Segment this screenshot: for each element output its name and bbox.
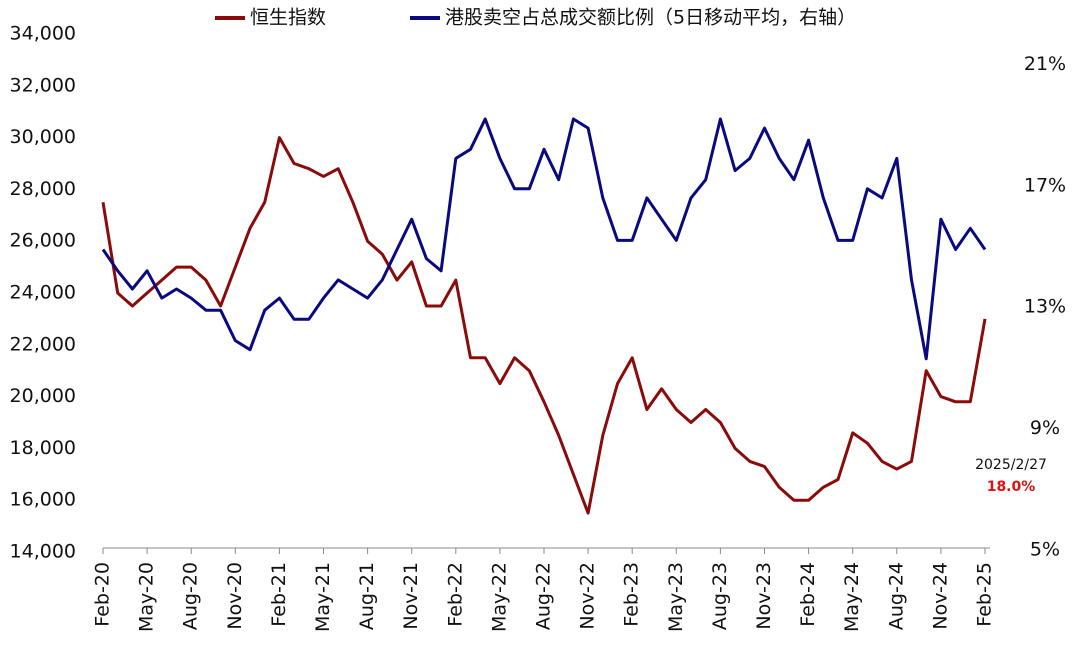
x-tick-label: May-23: [665, 562, 687, 632]
y2-tick-label: 21%: [1024, 53, 1066, 75]
y-tick-label: 32,000: [10, 74, 76, 96]
x-tick-label: May-24: [841, 562, 863, 632]
x-tick-label: Nov-20: [224, 562, 246, 630]
series-line: [101, 136, 987, 515]
y-tick-label: 34,000: [10, 23, 76, 45]
x-tick-label: Feb-23: [621, 562, 643, 627]
legend-label: 恒生指数: [250, 7, 326, 29]
x-tick-label: Feb-22: [444, 562, 466, 627]
x-tick-label: May-20: [136, 562, 158, 632]
y2-tick-label: 13%: [1024, 296, 1066, 318]
y-tick-label: 30,000: [10, 126, 76, 148]
legend-label: 港股卖空占总成交额比例（5日移动平均，右轴）: [445, 7, 856, 29]
x-tick-label: Aug-21: [356, 562, 378, 630]
y-tick-label: 18,000: [10, 437, 76, 459]
y2-tick-label: 17%: [1024, 174, 1066, 196]
x-tick-label: May-22: [488, 562, 510, 632]
x-tick-label: Feb-21: [268, 562, 290, 627]
x-tick-label: Nov-23: [753, 562, 775, 630]
annotation-date: 2025/2/27: [975, 457, 1047, 473]
y-tick-label: 26,000: [10, 230, 76, 252]
x-tick-label: Nov-21: [400, 562, 422, 630]
x-tick-label: Feb-25: [974, 562, 996, 627]
x-tick-label: Nov-22: [577, 562, 599, 630]
x-tick-label: May-21: [312, 562, 334, 632]
x-tick-label: Nov-24: [929, 562, 951, 630]
x-tick-label: Aug-23: [709, 562, 731, 630]
y-tick-label: 20,000: [10, 385, 76, 407]
annotation-value: 18.0%: [987, 479, 1036, 495]
y2-tick-label: 5%: [1030, 539, 1060, 561]
y-tick-label: 28,000: [10, 178, 76, 200]
x-tick-label: Aug-22: [533, 562, 555, 630]
series-line: [101, 117, 987, 361]
y-tick-label: 16,000: [10, 489, 76, 511]
x-tick-label: Feb-20: [92, 562, 114, 627]
y-tick-label: 24,000: [10, 282, 76, 304]
y-tick-label: 22,000: [10, 333, 76, 355]
y-tick-label: 14,000: [10, 541, 76, 563]
y2-tick-label: 9%: [1030, 417, 1060, 439]
x-tick-label: Aug-20: [180, 562, 202, 630]
legend: 恒生指数 港股卖空占总成交额比例（5日移动平均，右轴）: [215, 7, 856, 29]
x-tick-label: Aug-24: [885, 562, 907, 630]
x-tick-label: Feb-24: [797, 562, 819, 627]
